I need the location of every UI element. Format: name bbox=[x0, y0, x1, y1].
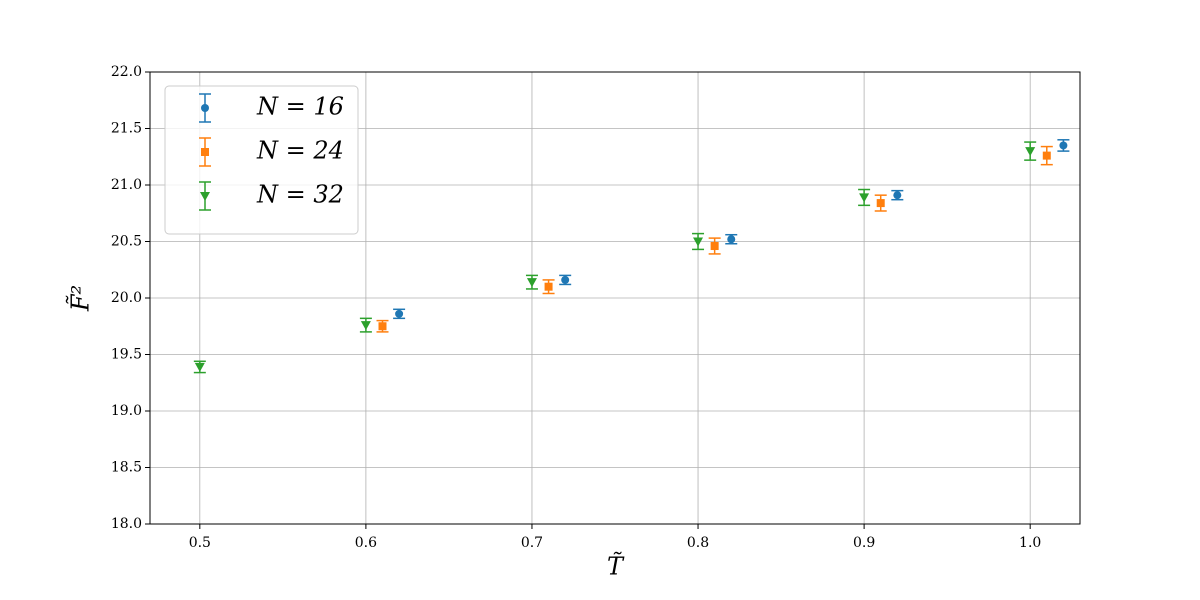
y-tick-label: 18.0 bbox=[111, 516, 142, 532]
point bbox=[561, 275, 570, 284]
point bbox=[859, 193, 870, 203]
x-axis-label: T̃ bbox=[607, 552, 625, 580]
x-tick-label: 0.9 bbox=[853, 535, 875, 551]
y-tick-label: 21.5 bbox=[111, 121, 142, 137]
point bbox=[1059, 141, 1068, 150]
point bbox=[395, 309, 404, 318]
y-tick-label: 18.5 bbox=[111, 460, 142, 476]
legend-marker bbox=[200, 192, 210, 201]
plot-frame bbox=[149, 71, 1081, 525]
point bbox=[194, 362, 205, 372]
point bbox=[710, 242, 719, 251]
point bbox=[1025, 147, 1036, 157]
x-tick-label: 0.5 bbox=[189, 535, 211, 551]
y-tick-label: 20.0 bbox=[111, 290, 142, 306]
y-tick-label: 19.5 bbox=[111, 347, 142, 363]
legend-box bbox=[164, 85, 359, 235]
legend-label: N = 24 bbox=[256, 137, 344, 165]
point bbox=[526, 278, 537, 288]
y-tick-label: 20.5 bbox=[111, 234, 142, 250]
legend-label: N = 32 bbox=[256, 181, 344, 209]
y-tick-label: 19.0 bbox=[111, 403, 142, 419]
x-tick-label: 0.6 bbox=[355, 535, 377, 551]
point bbox=[360, 321, 371, 331]
point bbox=[727, 235, 736, 244]
point bbox=[544, 282, 553, 291]
y-axis-label: F̃² bbox=[66, 285, 94, 312]
y-tick-label: 22.0 bbox=[111, 64, 142, 80]
legend-marker bbox=[201, 148, 209, 156]
point bbox=[893, 191, 902, 200]
y-tick-label: 21.0 bbox=[111, 177, 142, 193]
point bbox=[876, 199, 885, 208]
x-tick-label: 0.8 bbox=[687, 535, 709, 551]
point bbox=[378, 322, 387, 331]
point bbox=[1042, 151, 1051, 160]
legend-marker bbox=[201, 104, 209, 112]
legend-label: N = 16 bbox=[256, 93, 344, 121]
x-tick-label: 0.7 bbox=[521, 535, 543, 551]
point bbox=[693, 237, 704, 247]
x-tick-label: 1.0 bbox=[1019, 535, 1041, 551]
